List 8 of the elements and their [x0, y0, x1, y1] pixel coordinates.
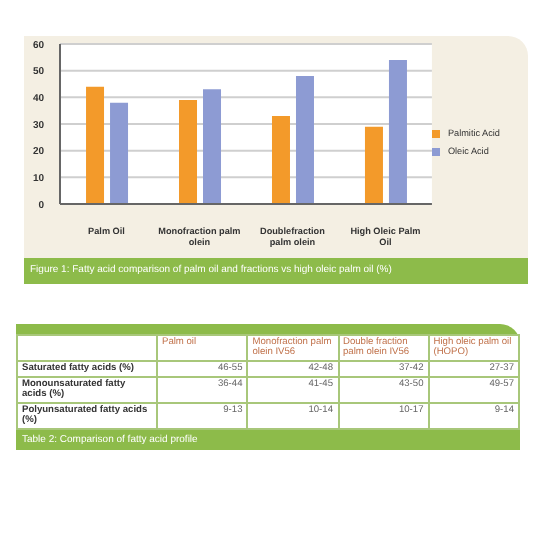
bar	[179, 100, 198, 204]
bar	[110, 102, 129, 204]
bar	[271, 116, 290, 204]
bar	[203, 89, 222, 204]
bar	[295, 76, 314, 204]
bar	[388, 60, 407, 204]
bar	[364, 126, 383, 204]
bar	[86, 86, 105, 204]
